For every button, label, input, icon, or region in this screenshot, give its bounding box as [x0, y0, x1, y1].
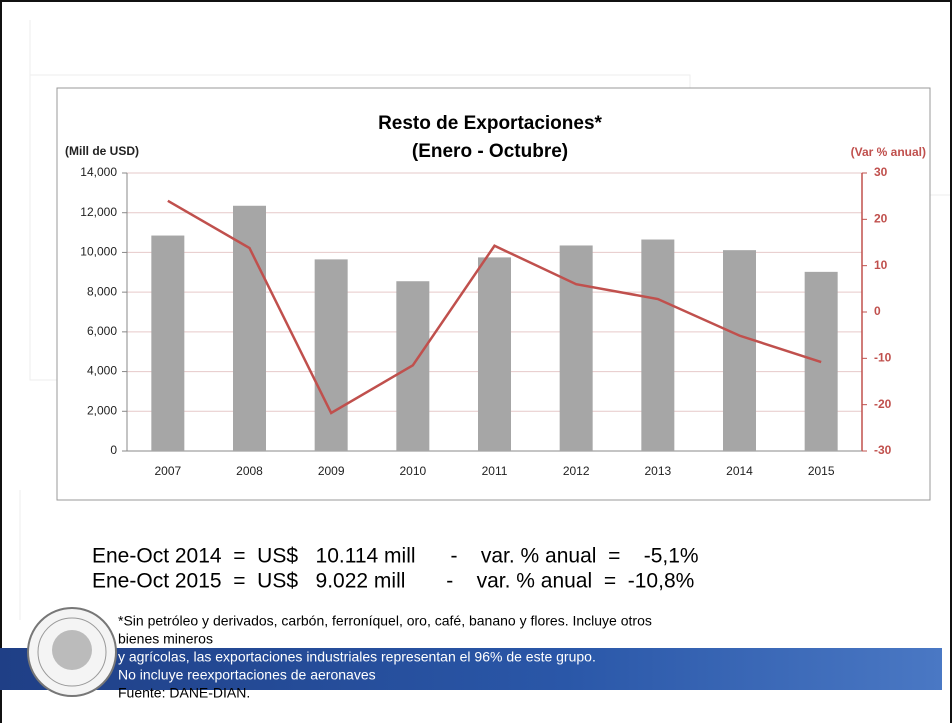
x-tick-label: 2015	[808, 464, 835, 478]
chart-title: Resto de Exportaciones*	[378, 113, 602, 134]
y2-tick-label: -20	[874, 397, 892, 411]
y2-tick-label: -10	[874, 351, 892, 365]
y-tick-label: 8,000	[87, 284, 117, 298]
footer-band	[0, 648, 942, 690]
footnote: bienes mineros	[118, 631, 213, 647]
y2-tick-label: 0	[874, 304, 881, 318]
x-tick-label: 2013	[644, 464, 671, 478]
x-tick-label: 2010	[399, 464, 426, 478]
bar	[478, 257, 511, 451]
bar	[314, 259, 348, 451]
summary-line: Ene-Oct 2015 = US$ 9.022 mill - var. % a…	[92, 570, 694, 593]
y-tick-label: 14,000	[80, 165, 117, 179]
footnote: y agrícolas, las exportaciones industria…	[118, 649, 596, 665]
bar	[641, 239, 675, 451]
plot: 0 2,000 4,000 6,000 8,000 10,000 12,000 14,000 -…	[80, 165, 891, 478]
bar	[723, 250, 756, 451]
footnote: Fuente: DANE-DIAN.	[118, 685, 250, 701]
line	[167, 199, 822, 415]
y-tick-label: 0	[110, 443, 117, 457]
y2-tick-label: -30	[874, 443, 892, 457]
bar	[559, 245, 593, 451]
y2-axis-label: (Var % anual)	[851, 145, 926, 159]
summary-line: Ene-Oct 2014 = US$ 10.114 mill - var. % …	[92, 545, 699, 568]
y-tick-label: 10,000	[80, 245, 117, 259]
chart-subtitle: (Enero - Octubre)	[412, 141, 568, 162]
x-tick-label: 2009	[318, 464, 345, 478]
x-tick-label: 2011	[482, 464, 508, 478]
y-tick-label: 6,000	[87, 324, 117, 338]
y2-tick-label: 20	[874, 212, 888, 226]
bar	[151, 235, 185, 451]
y2-tick-label: 10	[874, 258, 888, 272]
y-tick-label: 12,000	[80, 205, 117, 219]
footnote: No incluye reexportaciones de aeronaves	[118, 667, 376, 683]
y-axis-label: (Mill de USD)	[65, 144, 139, 158]
x-tick-label: 2007	[154, 464, 181, 478]
footnote: *Sin petróleo y derivados, carbón, ferro…	[118, 613, 652, 629]
x-tick-label: 2014	[726, 464, 753, 478]
logo	[27, 607, 117, 697]
x-tick-label: 2008	[236, 464, 263, 478]
y-tick-label: 4,000	[87, 364, 117, 378]
x-tick-label: 2012	[563, 464, 590, 478]
y2-tick-label: 30	[874, 165, 888, 179]
y-tick-label: 2,000	[87, 403, 117, 417]
